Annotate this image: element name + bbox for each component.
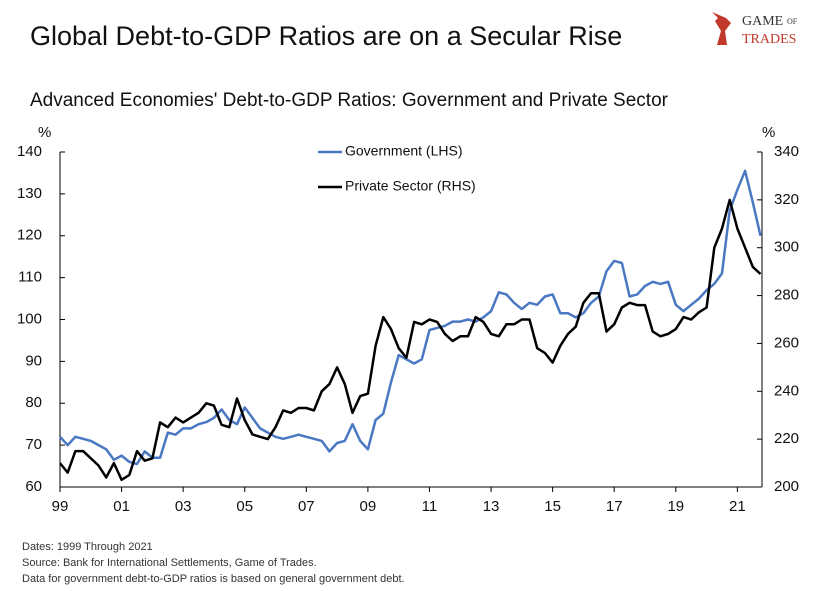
- y-tick-label: 100: [17, 310, 42, 327]
- logo-icon: [712, 12, 731, 45]
- y2-tick-label: 200: [774, 478, 799, 495]
- series-line: [59, 169, 762, 466]
- x-tick-label: 01: [113, 498, 130, 515]
- x-tick-label: 17: [606, 498, 623, 515]
- note: Source: Bank for International Settlemen…: [22, 557, 317, 569]
- note: Dates: 1999 Through 2021: [22, 541, 153, 553]
- y-unit: %: [38, 124, 51, 141]
- x-tick-label: 07: [298, 498, 315, 515]
- y-tick-label: 120: [17, 227, 42, 244]
- y2-tick-label: 220: [774, 430, 799, 447]
- logo-text: TRADES: [742, 32, 796, 47]
- logo-text: GAME: [742, 14, 783, 29]
- x-tick-label: 05: [236, 498, 253, 515]
- x-tick-label: 19: [667, 498, 684, 515]
- series-line: [59, 198, 762, 482]
- y-tick-label: 140: [17, 143, 42, 160]
- y2-tick-label: 300: [774, 239, 799, 256]
- y-tick-label: 60: [25, 478, 42, 495]
- y2-tick-label: 340: [774, 143, 799, 160]
- y-tick-label: 130: [17, 185, 42, 202]
- x-tick-label: 15: [544, 498, 561, 515]
- x-tick-label: 21: [729, 498, 746, 515]
- y-tick-label: 80: [25, 394, 42, 411]
- note: Data for government debt-to-GDP ratios i…: [22, 573, 405, 585]
- y2-tick-label: 260: [774, 334, 799, 351]
- y2-tick-label: 240: [774, 382, 799, 399]
- y-tick-label: 70: [25, 436, 42, 453]
- logo: GAME OF TRADES: [712, 12, 798, 47]
- x-tick-label: 99: [52, 498, 69, 515]
- chart-subtitle: Advanced Economies' Debt-to-GDP Ratios: …: [30, 90, 669, 111]
- x-tick-label: 03: [175, 498, 192, 515]
- y-tick-label: 110: [18, 269, 42, 286]
- legend-label: Private Sector (RHS): [345, 178, 476, 194]
- chart-title: Global Debt-to-GDP Ratios are on a Secul…: [30, 21, 622, 51]
- y2-unit: %: [762, 124, 775, 141]
- legend-label: Government (LHS): [345, 143, 462, 159]
- y-tick-label: 90: [25, 352, 42, 369]
- x-tick-label: 09: [360, 498, 377, 515]
- y2-tick-label: 280: [774, 287, 799, 304]
- y2-tick-label: 320: [774, 191, 799, 208]
- x-tick-label: 13: [483, 498, 500, 515]
- x-tick-label: 11: [422, 498, 438, 515]
- logo-text: OF: [787, 17, 798, 26]
